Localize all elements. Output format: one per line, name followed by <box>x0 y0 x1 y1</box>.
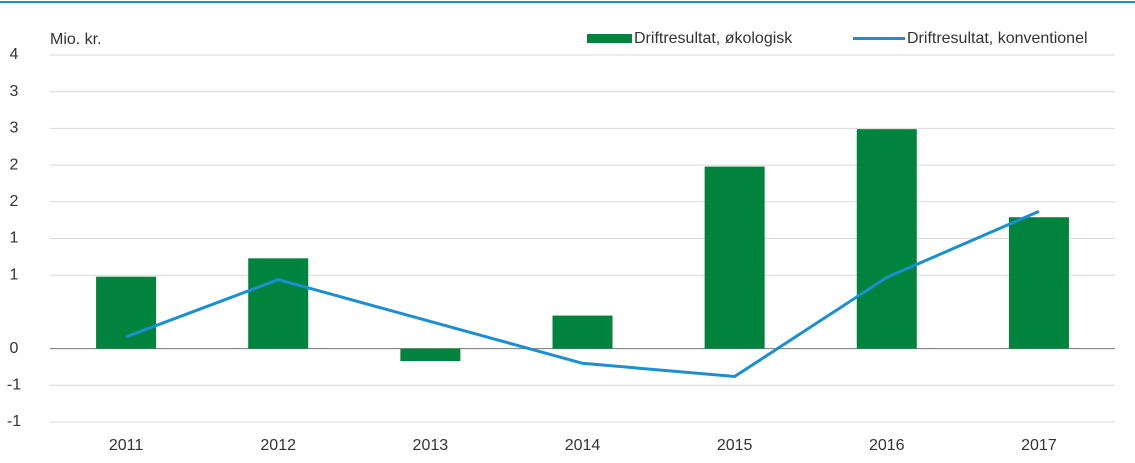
bar <box>96 276 157 349</box>
bar <box>1008 217 1069 349</box>
legend-swatch <box>587 34 632 43</box>
y-axis-label: Mio. kr. <box>50 31 102 48</box>
bar <box>552 315 613 349</box>
y-tick-label: -1 <box>7 377 21 394</box>
y-tick-label: 3 <box>10 120 19 137</box>
y-tick-label: 2 <box>10 193 19 210</box>
bar <box>704 166 765 349</box>
y-tick-label: 2 <box>10 156 19 173</box>
x-tick-label: 2013 <box>413 437 449 454</box>
x-tick-label: 2015 <box>717 437 753 454</box>
bar <box>248 258 309 349</box>
y-tick-label: 0 <box>10 340 19 357</box>
y-tick-label: 3 <box>10 83 19 100</box>
x-tick-label: 2017 <box>1021 437 1057 454</box>
bar <box>400 348 461 362</box>
line <box>125 209 1040 379</box>
legend-label: Driftresultat, konventionel <box>907 30 1088 47</box>
x-tick-label: 2014 <box>565 437 601 454</box>
x-tick-label: 2011 <box>109 437 144 454</box>
y-tick-label: -1 <box>7 413 21 430</box>
y-tick-label: 1 <box>10 230 19 247</box>
y-tick-label: 1 <box>10 266 19 283</box>
y-tick-label: 4 <box>10 46 19 63</box>
legend-label: Driftresultat, økologisk <box>634 30 793 47</box>
bar <box>856 129 917 349</box>
x-tick-label: 2012 <box>260 437 296 454</box>
x-tick-label: 2016 <box>869 437 905 454</box>
